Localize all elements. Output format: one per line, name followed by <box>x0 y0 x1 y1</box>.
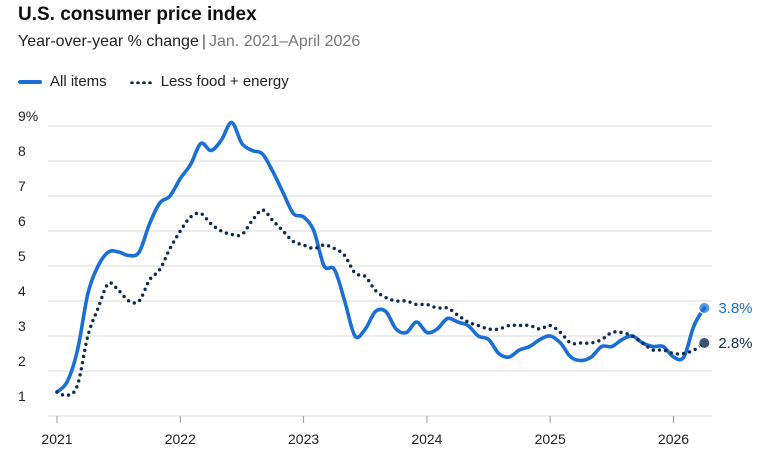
chart-title: U.S. consumer price index <box>18 4 257 25</box>
chart-subtitle: Year-over-year % change | Jan. 2021–April … <box>18 33 360 51</box>
legend-dot <box>141 80 146 84</box>
legend-dot <box>129 80 134 84</box>
legend-dot <box>135 80 140 84</box>
y-tick-label: 1 <box>18 388 26 404</box>
end-markers: 3.8% 2.8% <box>698 300 753 352</box>
legend-label-core: Less food + energy <box>160 73 289 90</box>
y-tick-label: 8 <box>18 143 26 159</box>
end-marker <box>698 302 711 314</box>
y-tick-label: 6 <box>18 213 26 229</box>
end-value-label: 2.8% <box>718 335 752 352</box>
subtitle-separator: | <box>201 33 206 50</box>
x-tick-label: 2024 <box>411 431 442 447</box>
series-core-line <box>55 208 706 398</box>
end-marker <box>698 337 711 349</box>
legend-label-all-items: All items <box>50 73 107 90</box>
x-axis-ticks: 2021 2022 2023 2024 2025 2026 <box>41 416 689 447</box>
legend: All items Less food + energy <box>18 73 311 90</box>
series-lines <box>55 120 707 398</box>
x-tick-label: 2023 <box>288 431 319 447</box>
y-tick-label: 5 <box>18 248 26 264</box>
y-tick-label: 4 <box>18 283 26 299</box>
y-tick-label: 2 <box>18 353 26 369</box>
legend-dot <box>147 80 152 84</box>
subtitle-range: Jan. 2021–April 2026 <box>209 33 361 50</box>
end-value-label: 3.8% <box>718 300 752 317</box>
y-tick-label: 7 <box>18 178 26 194</box>
legend-item-core: Less food + energy <box>129 73 289 90</box>
x-tick-label: 2022 <box>165 431 196 447</box>
x-tick-label: 2026 <box>658 431 689 447</box>
legend-item-all-items: All items <box>18 73 107 90</box>
series-all-items-line <box>55 120 707 394</box>
y-tick-label: 9% <box>18 108 38 124</box>
x-tick-label: 2021 <box>41 431 72 447</box>
legend-swatch-solid <box>18 79 42 84</box>
grid-lines <box>48 125 712 417</box>
y-tick-label: 3 <box>18 318 26 334</box>
subtitle-main: Year-over-year % change <box>18 33 199 50</box>
legend-swatch-dotted <box>129 80 152 84</box>
y-axis-ticks: 1 2 3 4 5 6 7 8 9% <box>18 108 38 404</box>
x-tick-label: 2025 <box>535 431 566 447</box>
